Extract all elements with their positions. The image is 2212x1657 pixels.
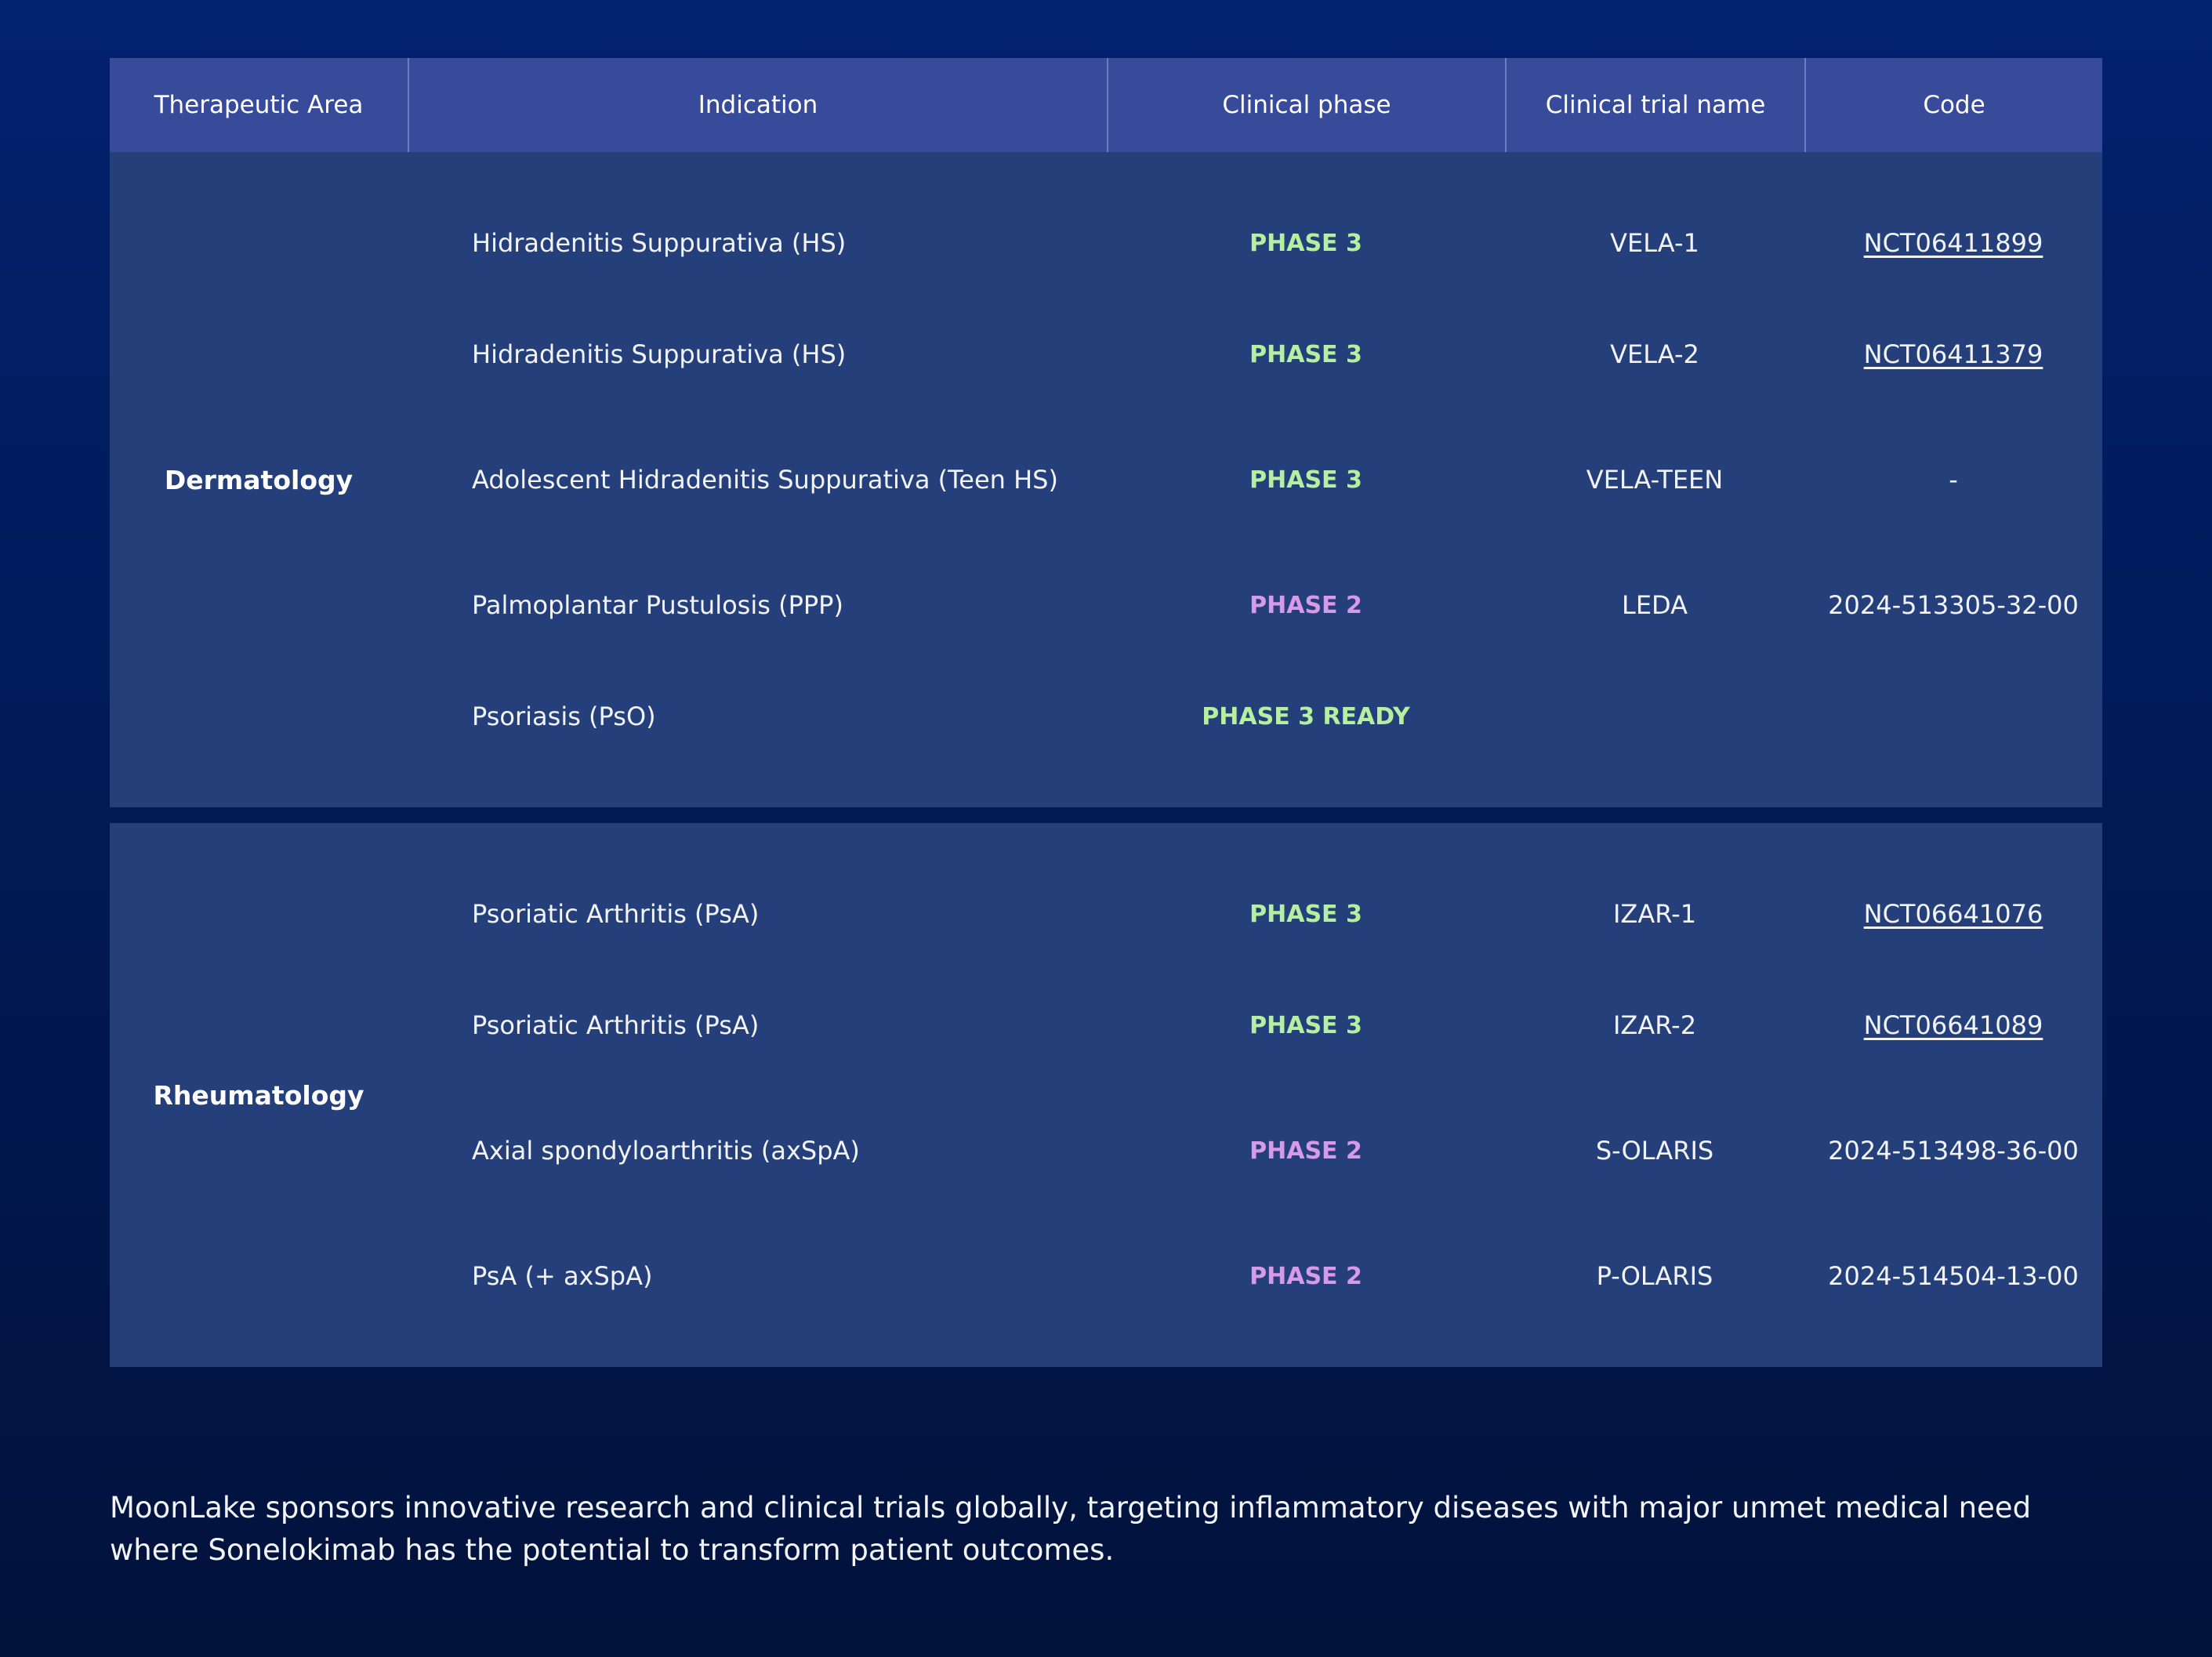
table-row: Hidradenitis Suppurativa (HS) PHASE 3 VE… bbox=[408, 299, 2102, 410]
indication-cell: Axial spondyloarthritis (axSpA) bbox=[472, 1136, 860, 1166]
trial-name-cell: IZAR-2 bbox=[1612, 1010, 1697, 1040]
phase-badge: PHASE 3 bbox=[1249, 466, 1362, 494]
trial-name-cell: VELA-2 bbox=[1610, 339, 1699, 369]
header-clinical-trial-name: Clinical trial name bbox=[1505, 58, 1804, 152]
code-cell: NCT06641089 bbox=[1804, 1010, 2102, 1040]
code-cell: NCT06411379 bbox=[1804, 339, 2102, 369]
table-row: Psoriasis (PsO) PHASE 3 READY bbox=[408, 661, 2102, 772]
table-row: Axial spondyloarthritis (axSpA) PHASE 2 … bbox=[408, 1081, 2102, 1220]
indication-cell: Psoriasis (PsO) bbox=[472, 702, 656, 731]
therapeutic-area-label: Dermatology bbox=[164, 464, 354, 495]
trial-name-cell: IZAR-1 bbox=[1612, 899, 1697, 929]
header-clinical-phase: Clinical phase bbox=[1107, 58, 1505, 152]
footer-description: MoonLake sponsors innovative research an… bbox=[110, 1491, 2032, 1567]
code-cell: NCT06641076 bbox=[1804, 899, 2102, 929]
indication-cell: Psoriatic Arthritis (PsA) bbox=[472, 1010, 760, 1040]
trial-name-cell: VELA-1 bbox=[1610, 228, 1699, 258]
group-rows: Hidradenitis Suppurativa (HS) PHASE 3 VE… bbox=[408, 187, 2102, 772]
phase-badge: PHASE 2 bbox=[1249, 1137, 1362, 1165]
trial-code-link[interactable]: NCT06411379 bbox=[1863, 339, 2043, 369]
indication-cell: Adolescent Hidradenitis Suppurativa (Tee… bbox=[472, 465, 1058, 495]
header-code: Code bbox=[1804, 58, 2102, 152]
code-cell: 2024-513498-36-00 bbox=[1828, 1136, 2079, 1166]
group-rows: Psoriatic Arthritis (PsA) PHASE 3 IZAR-1… bbox=[408, 858, 2102, 1332]
table-header: Therapeutic Area Indication Clinical pha… bbox=[110, 58, 2102, 152]
table-row: PsA (+ axSpA) PHASE 2 P-OLARIS 2024-5145… bbox=[408, 1220, 2102, 1332]
trial-code-link[interactable]: NCT06411899 bbox=[1863, 228, 2043, 258]
trial-name-cell: VELA-TEEN bbox=[1586, 465, 1724, 495]
phase-badge: PHASE 3 bbox=[1249, 340, 1362, 368]
therapeutic-area-label: Rheumatology bbox=[153, 1079, 364, 1111]
phase-badge: PHASE 3 READY bbox=[1202, 702, 1410, 731]
header-therapeutic-area: Therapeutic Area bbox=[154, 91, 364, 119]
code-cell: - bbox=[1949, 465, 1958, 495]
group-rheumatology: Rheumatology Psoriatic Arthritis (PsA) P… bbox=[110, 823, 2102, 1367]
table-row: Adolescent Hidradenitis Suppurativa (Tee… bbox=[408, 410, 2102, 549]
phase-badge: PHASE 3 bbox=[1249, 1011, 1362, 1039]
table-row: Psoriatic Arthritis (PsA) PHASE 3 IZAR-1… bbox=[408, 858, 2102, 970]
table-row: Hidradenitis Suppurativa (HS) PHASE 3 VE… bbox=[408, 187, 2102, 299]
code-cell: 2024-514504-13-00 bbox=[1828, 1261, 2079, 1291]
trial-name-cell: S-OLARIS bbox=[1595, 1136, 1714, 1166]
phase-badge: PHASE 2 bbox=[1249, 591, 1362, 619]
code-cell: NCT06411899 bbox=[1804, 228, 2102, 258]
trial-name-cell: LEDA bbox=[1621, 590, 1688, 620]
trial-name-cell: P-OLARIS bbox=[1596, 1261, 1713, 1291]
table-row: Psoriatic Arthritis (PsA) PHASE 3 IZAR-2… bbox=[408, 970, 2102, 1081]
indication-cell: PsA (+ axSpA) bbox=[472, 1261, 653, 1291]
code-cell: 2024-513305-32-00 bbox=[1828, 590, 2079, 620]
pipeline-table: Therapeutic Area Indication Clinical pha… bbox=[110, 58, 2102, 1367]
trial-code-link[interactable]: NCT06641089 bbox=[1863, 1010, 2043, 1040]
indication-cell: Hidradenitis Suppurativa (HS) bbox=[472, 228, 847, 258]
indication-cell: Palmoplantar Pustulosis (PPP) bbox=[472, 590, 843, 620]
trial-code-link[interactable]: NCT06641076 bbox=[1863, 899, 2043, 929]
indication-cell: Psoriatic Arthritis (PsA) bbox=[472, 899, 760, 929]
phase-badge: PHASE 3 bbox=[1249, 229, 1362, 257]
group-dermatology: Dermatology Hidradenitis Suppurativa (HS… bbox=[110, 152, 2102, 807]
phase-badge: PHASE 2 bbox=[1249, 1262, 1362, 1290]
table-row: Palmoplantar Pustulosis (PPP) PHASE 2 LE… bbox=[408, 549, 2102, 661]
header-indication: Indication bbox=[408, 58, 1107, 152]
phase-badge: PHASE 3 bbox=[1249, 900, 1362, 928]
indication-cell: Hidradenitis Suppurativa (HS) bbox=[472, 339, 847, 369]
